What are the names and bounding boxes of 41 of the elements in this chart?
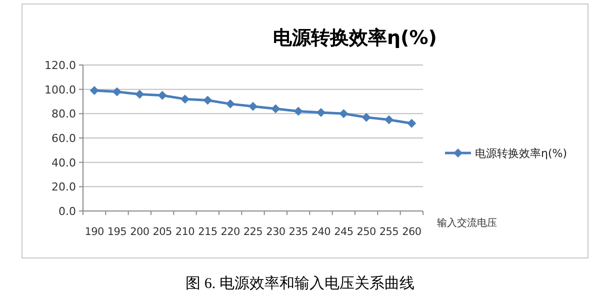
point: [135, 90, 144, 99]
point: [316, 108, 326, 117]
x-tick-label: 230: [266, 226, 286, 238]
x-tick-label: 205: [152, 226, 172, 238]
y-tick-label: 120.0: [44, 59, 76, 72]
point: [407, 118, 416, 128]
point: [158, 90, 167, 100]
x-tick-label: 200: [130, 226, 150, 238]
chart-title: 电源转换效率η(%): [273, 27, 437, 49]
point: [90, 86, 99, 96]
point: [362, 112, 371, 122]
caption: 图 6. 电源效率和输入电压关系曲线: [186, 275, 414, 292]
y-tick-label: 80.0: [52, 108, 76, 121]
x-tick-label: 245: [334, 226, 354, 238]
point: [248, 102, 258, 111]
y-tick-label: 60.0: [52, 132, 76, 145]
x-tick-label: 195: [107, 226, 127, 238]
x-tick-label: 235: [288, 226, 308, 238]
x-tick-label: 215: [198, 226, 218, 238]
x-tick-label: 210: [175, 226, 195, 238]
point: [180, 94, 190, 104]
point: [339, 109, 348, 118]
x-tick-label: 255: [379, 226, 399, 238]
point: [112, 87, 122, 96]
x-tick-label: 250: [356, 226, 376, 238]
x-tick-label: 225: [243, 226, 263, 238]
point: [271, 104, 280, 114]
x-tick-label: 190: [84, 226, 104, 238]
x-tick-label: 220: [220, 226, 240, 238]
point: [384, 115, 394, 124]
y-tick-label: 20.0: [52, 180, 76, 194]
x-tick-label: 240: [311, 226, 331, 238]
y-tick-label: 100.0: [44, 83, 76, 96]
y-tick-label: 40.0: [52, 156, 76, 170]
legend-label: 电源转换效率η(%): [475, 147, 568, 160]
point: [294, 106, 303, 116]
y-tick-label: 0.0: [58, 205, 76, 218]
point: [226, 99, 235, 108]
x-tick-label: 260: [402, 226, 422, 238]
point: [203, 96, 212, 105]
x-axis-title: 输入交流电压: [437, 217, 497, 229]
